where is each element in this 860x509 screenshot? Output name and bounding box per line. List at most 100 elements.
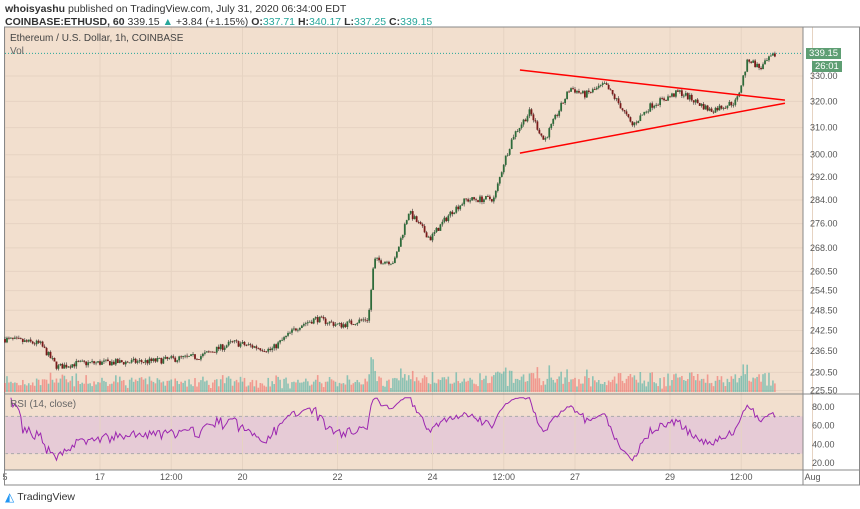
candle	[467, 199, 470, 202]
candle	[661, 98, 663, 99]
tradingview-logo[interactable]: ◭ TradingView	[5, 490, 75, 504]
volume-bar	[192, 386, 194, 392]
volume-bar	[669, 385, 671, 392]
candle	[487, 195, 489, 197]
candle	[233, 340, 236, 342]
candle	[639, 115, 642, 122]
volume-bar	[694, 380, 697, 392]
candle	[465, 198, 468, 200]
candle	[43, 346, 46, 348]
high-value: 340.17	[309, 16, 342, 28]
candle	[506, 154, 509, 156]
x-tick-label: 12:00	[492, 472, 515, 482]
volume-bar	[334, 381, 337, 392]
volume-bar	[217, 386, 220, 392]
candle	[223, 347, 226, 350]
volume-bar	[429, 384, 432, 392]
candle	[29, 339, 32, 342]
volume-bar	[22, 379, 24, 392]
candle	[758, 63, 760, 68]
volume-bar	[97, 382, 99, 392]
candle	[35, 340, 38, 345]
volume-bar	[402, 377, 404, 392]
volume-bar	[704, 382, 707, 392]
volume-bar	[552, 379, 555, 392]
candle	[150, 358, 153, 361]
volume-bar	[10, 381, 12, 392]
volume-bar	[115, 375, 117, 392]
candle	[530, 109, 533, 115]
volume-bar	[443, 377, 446, 392]
volume-bar	[344, 384, 347, 392]
candle	[89, 362, 92, 363]
candle	[71, 364, 74, 368]
candle	[120, 360, 123, 363]
candle	[680, 90, 683, 96]
volume-bar	[146, 384, 149, 392]
y-tick-label: 276.00	[810, 219, 838, 229]
candle	[587, 90, 590, 93]
y-tick-label: 260.50	[810, 266, 838, 276]
volume-bar	[415, 377, 418, 392]
candle	[217, 346, 220, 350]
volume-bar	[57, 382, 60, 392]
candle	[348, 320, 351, 322]
candle	[110, 361, 113, 366]
candle	[392, 262, 394, 264]
volume-bar	[726, 378, 729, 392]
candle	[334, 324, 337, 326]
candle	[514, 131, 517, 138]
candle	[698, 102, 701, 106]
candle	[471, 197, 473, 201]
candle	[409, 211, 412, 214]
candle	[562, 102, 565, 104]
publish-date: published on TradingView.com, July 31, 2…	[68, 3, 347, 15]
candle	[623, 110, 626, 112]
volume-bar	[253, 386, 256, 392]
volume-bar	[6, 376, 8, 392]
candle	[607, 84, 610, 90]
candle	[386, 261, 388, 263]
candle	[700, 103, 703, 106]
candle	[451, 211, 454, 215]
candle	[605, 83, 608, 85]
volume-bar	[324, 381, 327, 392]
volume-bar	[627, 376, 630, 392]
volume-bar	[433, 382, 436, 392]
volume-bar	[128, 379, 131, 392]
volume-bar	[308, 385, 311, 392]
candle	[500, 172, 503, 178]
volume-bar	[132, 381, 135, 392]
volume-bar	[683, 380, 685, 392]
volume-bar	[358, 382, 361, 392]
volume-bar	[69, 380, 72, 392]
volume-bar	[154, 383, 157, 392]
candle	[678, 90, 681, 92]
volume-bar	[398, 380, 400, 392]
volume-bar	[330, 379, 333, 392]
candle	[144, 360, 147, 363]
volume-bar	[530, 372, 533, 392]
author[interactable]: whoisyashu	[5, 3, 66, 15]
candle	[358, 319, 361, 323]
volume-bar	[396, 378, 398, 392]
candle	[591, 89, 594, 93]
volume-bar	[546, 378, 549, 392]
volume-bar	[590, 386, 592, 392]
volume-bar	[637, 382, 640, 392]
candle	[237, 341, 240, 347]
volume-bar	[285, 377, 287, 392]
candle	[300, 325, 303, 328]
volume-bar	[225, 377, 228, 392]
candle	[390, 263, 392, 265]
volume-bar	[629, 373, 632, 392]
x-tick-label: 27	[570, 472, 580, 482]
volume-bar	[538, 378, 541, 392]
candle	[148, 358, 151, 364]
candle	[257, 348, 260, 350]
volume-bar	[239, 376, 242, 392]
candle	[645, 111, 648, 113]
volume-bar	[372, 359, 374, 392]
volume-bar	[459, 383, 462, 392]
